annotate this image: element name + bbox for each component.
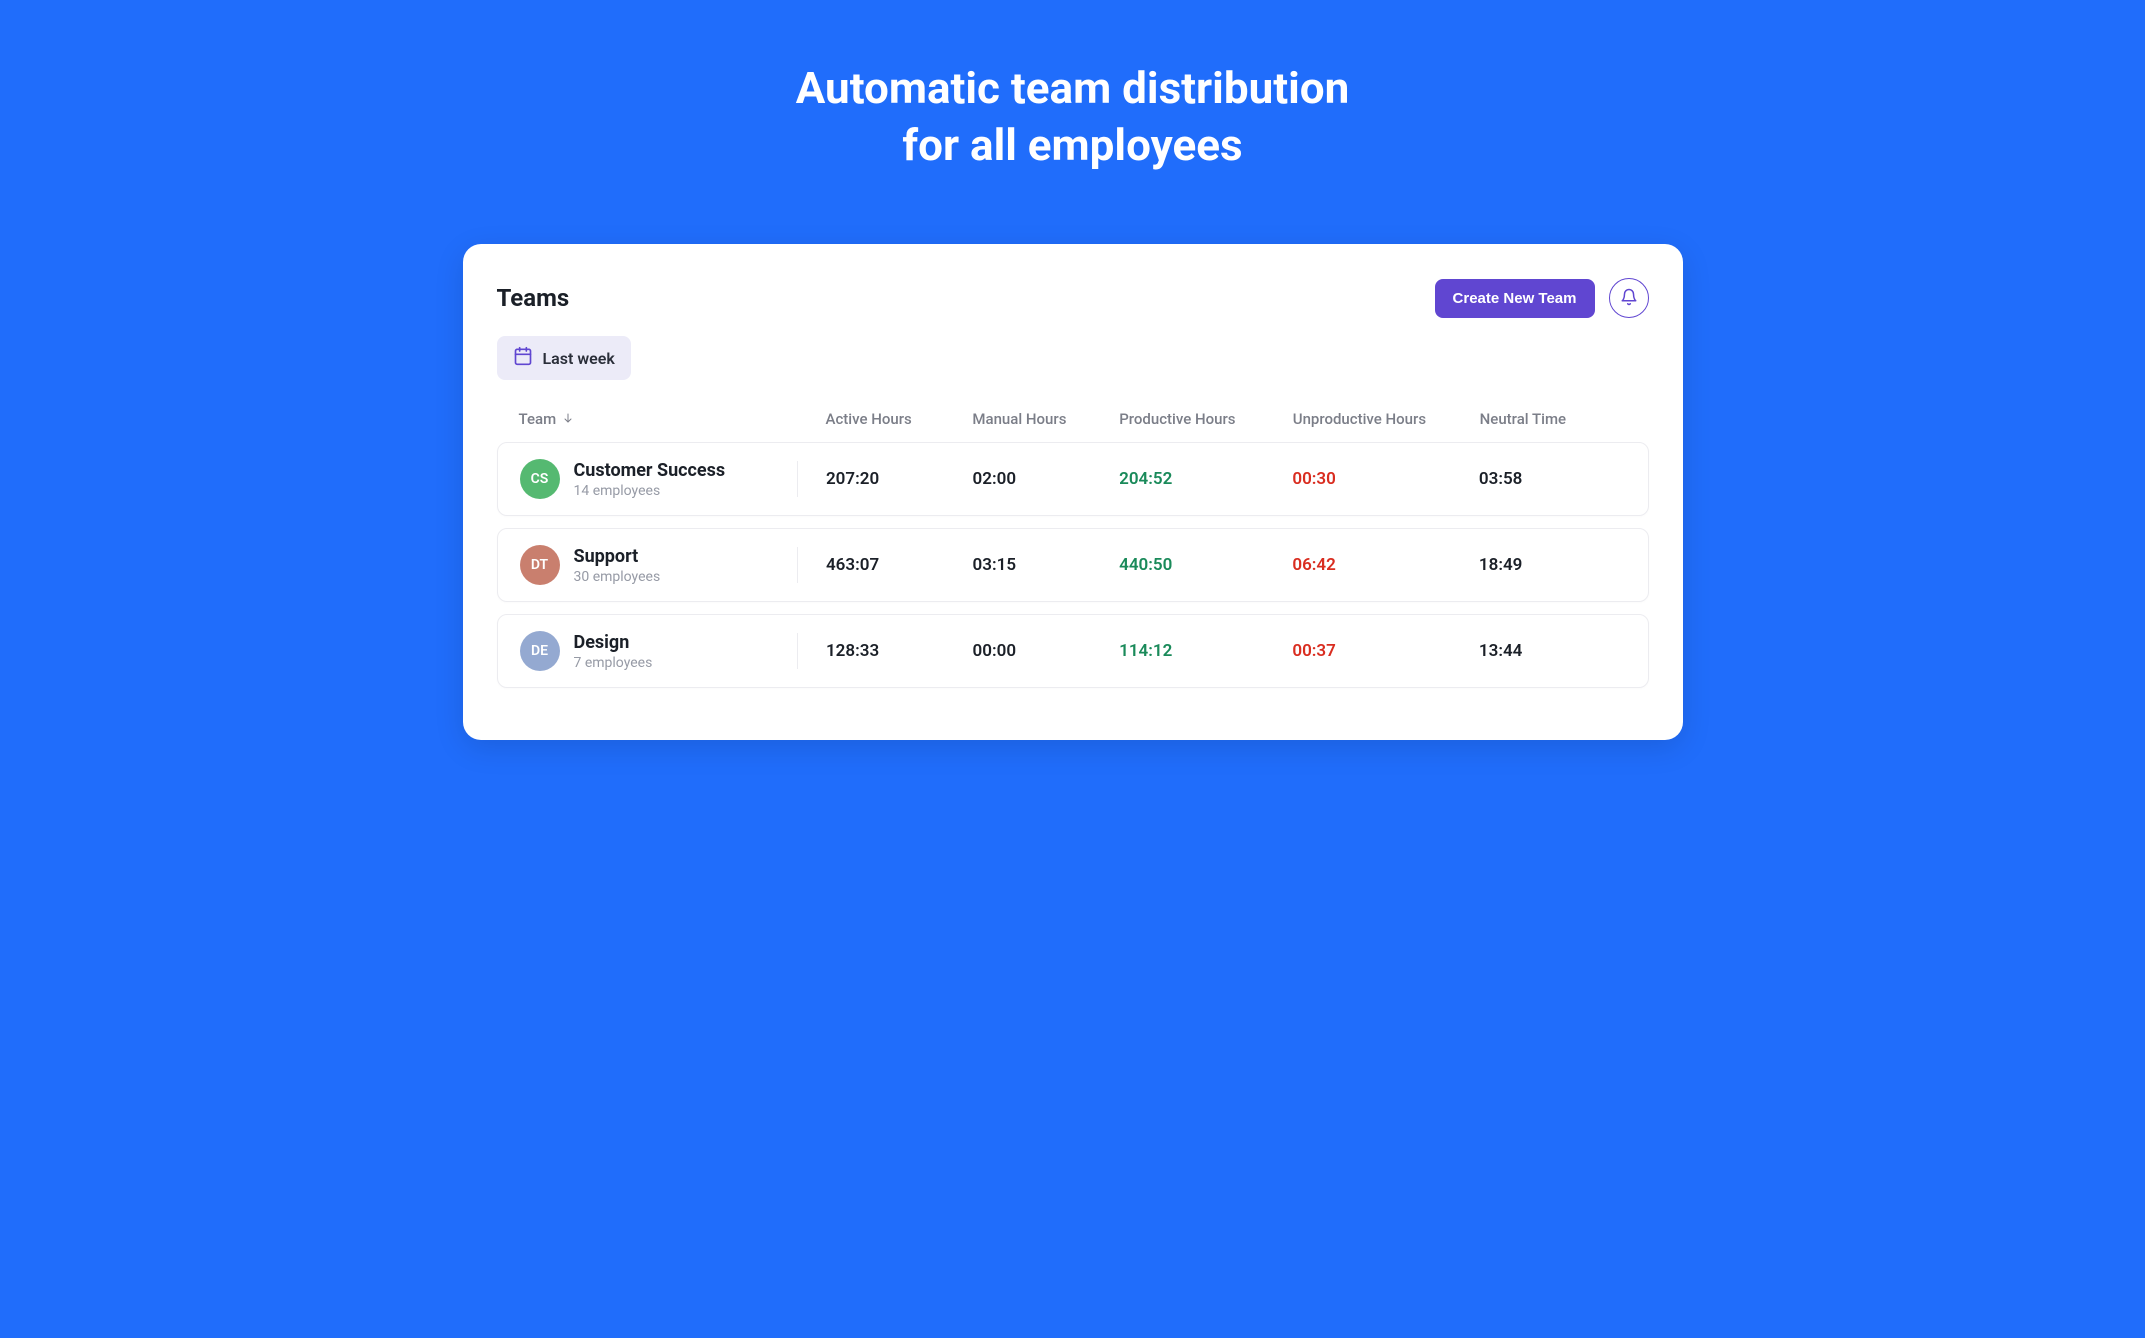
col-team-label: Team (519, 410, 557, 428)
cell-productive: 114:12 (1119, 641, 1292, 661)
cell-neutral: 13:44 (1479, 641, 1626, 661)
calendar-icon (513, 346, 533, 370)
cell-productive: 204:52 (1119, 469, 1292, 489)
team-text: Customer Success 14 employees (574, 460, 726, 499)
team-cell: DT Support 30 employees (520, 545, 826, 585)
team-subtitle: 30 employees (574, 569, 661, 585)
team-name: Support (574, 546, 661, 569)
team-name: Customer Success (574, 460, 726, 483)
date-filter-chip[interactable]: Last week (497, 336, 631, 380)
panel-title: Teams (497, 284, 570, 312)
panel-header: Teams Create New Team (497, 278, 1649, 318)
cell-neutral: 18:49 (1479, 555, 1626, 575)
team-text: Design 7 employees (574, 632, 653, 671)
create-team-button[interactable]: Create New Team (1435, 279, 1595, 318)
cell-unproductive: 06:42 (1292, 555, 1479, 575)
team-avatar: DT (520, 545, 560, 585)
table-header: Team Active Hours Manual Hours Productiv… (497, 402, 1649, 442)
cell-productive: 440:50 (1119, 555, 1292, 575)
cell-neutral: 03:58 (1479, 469, 1626, 489)
teams-table: Team Active Hours Manual Hours Productiv… (497, 402, 1649, 688)
team-text: Support 30 employees (574, 546, 661, 585)
team-cell: CS Customer Success 14 employees (520, 459, 826, 499)
cell-active: 207:20 (826, 469, 973, 489)
cell-active: 128:33 (826, 641, 973, 661)
team-avatar: DE (520, 631, 560, 671)
col-neutral[interactable]: Neutral Time (1480, 410, 1627, 428)
cell-manual: 00:00 (973, 641, 1120, 661)
team-subtitle: 14 employees (574, 483, 726, 499)
sort-down-icon (562, 410, 574, 428)
col-active[interactable]: Active Hours (826, 410, 973, 428)
team-cell: DE Design 7 employees (520, 631, 826, 671)
table-row[interactable]: DT Support 30 employees 463:07 03:15 440… (497, 528, 1649, 602)
cell-manual: 03:15 (973, 555, 1120, 575)
bell-icon (1620, 288, 1638, 309)
cell-unproductive: 00:37 (1292, 641, 1479, 661)
team-subtitle: 7 employees (574, 655, 653, 671)
cell-manual: 02:00 (973, 469, 1120, 489)
teams-panel: Teams Create New Team Last week (463, 244, 1683, 740)
date-filter-label: Last week (543, 349, 615, 368)
header-actions: Create New Team (1435, 278, 1649, 318)
col-productive[interactable]: Productive Hours (1119, 410, 1293, 428)
col-unproductive[interactable]: Unproductive Hours (1293, 410, 1480, 428)
cell-unproductive: 00:30 (1292, 469, 1479, 489)
team-name: Design (574, 632, 653, 655)
col-team[interactable]: Team (519, 410, 826, 428)
notifications-button[interactable] (1609, 278, 1649, 318)
hero-title-line1: Automatic team distribution (796, 62, 1350, 114)
hero-title: Automatic team distribution for all empl… (796, 60, 1350, 174)
col-manual[interactable]: Manual Hours (972, 410, 1119, 428)
table-row[interactable]: DE Design 7 employees 128:33 00:00 114:1… (497, 614, 1649, 688)
team-avatar: CS (520, 459, 560, 499)
hero-title-line2: for all employees (902, 119, 1242, 171)
cell-active: 463:07 (826, 555, 973, 575)
table-row[interactable]: CS Customer Success 14 employees 207:20 … (497, 442, 1649, 516)
